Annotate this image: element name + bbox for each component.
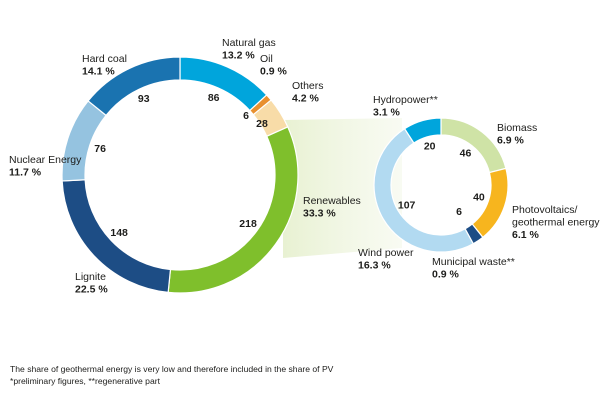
main-label-hard-coal: Hard coal 14.1 % [82, 53, 127, 78]
renewables-label-wind-power: Wind power 16.3 % [358, 247, 414, 272]
main-label-others: Others 4.2 % [292, 80, 324, 105]
renewables-value-hydropower: 20 [424, 141, 436, 153]
renewables-value-municipal-waste: 6 [456, 206, 462, 218]
main-slice-natural-gas [179, 56, 268, 112]
renewables-label-municipal-waste: Municipal waste** 0.9 % [432, 256, 515, 281]
main-value-renewables: 218 [239, 218, 257, 230]
main-slice-renewables [167, 126, 299, 294]
renewables-label-hydropower: Hydropower** 3.1 % [373, 94, 438, 119]
renewables-label-biomass: Biomass 6.9 % [497, 122, 537, 147]
renewables-label-photovoltaics-geothermal-energy: Photovoltaics/geothermal energy 6.1 % [512, 204, 600, 241]
renewables-value-photovoltaics-geothermal-energy: 40 [473, 192, 485, 204]
renewables-donut-chart: 46 40 6 107 20 [373, 117, 509, 253]
renewables-value-biomass: 46 [460, 147, 472, 159]
renewables-breakdown-connector [283, 118, 402, 258]
main-value-natural-gas: 86 [208, 92, 220, 104]
main-label-renewables: Renewables 33.3 % [303, 195, 361, 220]
main-value-hard-coal: 93 [138, 93, 150, 105]
main-donut-labels: Natural gas 13.2 % Oil 0.9 %Others 4.2 % Rene… [9, 37, 361, 296]
renewables-value-wind-power: 107 [398, 199, 416, 211]
renewables-donut-labels: Biomass 6.9 % Photovoltaics/geothermal ene… [358, 94, 600, 281]
main-label-nuclear-energy: Nuclear Energy 11.7 % [9, 154, 82, 179]
main-label-oil: Oil 0.9 % [260, 53, 288, 78]
main-slice-nuclear-energy [61, 100, 107, 182]
main-value-others: 28 [256, 118, 268, 130]
footnote-geothermal: The share of geothermal energy is very l… [10, 364, 334, 374]
main-value-oil: 6 [243, 110, 249, 122]
main-label-lignite: Lignite 22.5 % [75, 271, 108, 296]
renewables-slice-hydropower [403, 117, 442, 144]
footnote-preliminary: *preliminary figures, **regenerative par… [10, 376, 160, 386]
main-label-natural-gas: Natural gas 13.2 % [222, 37, 276, 62]
main-donut-chart: 86 6 28 218 148 76 93 [61, 56, 299, 294]
main-value-nuclear-energy: 76 [94, 143, 106, 155]
main-value-lignite: 148 [110, 227, 128, 239]
main-slice-hard-coal [87, 56, 181, 117]
